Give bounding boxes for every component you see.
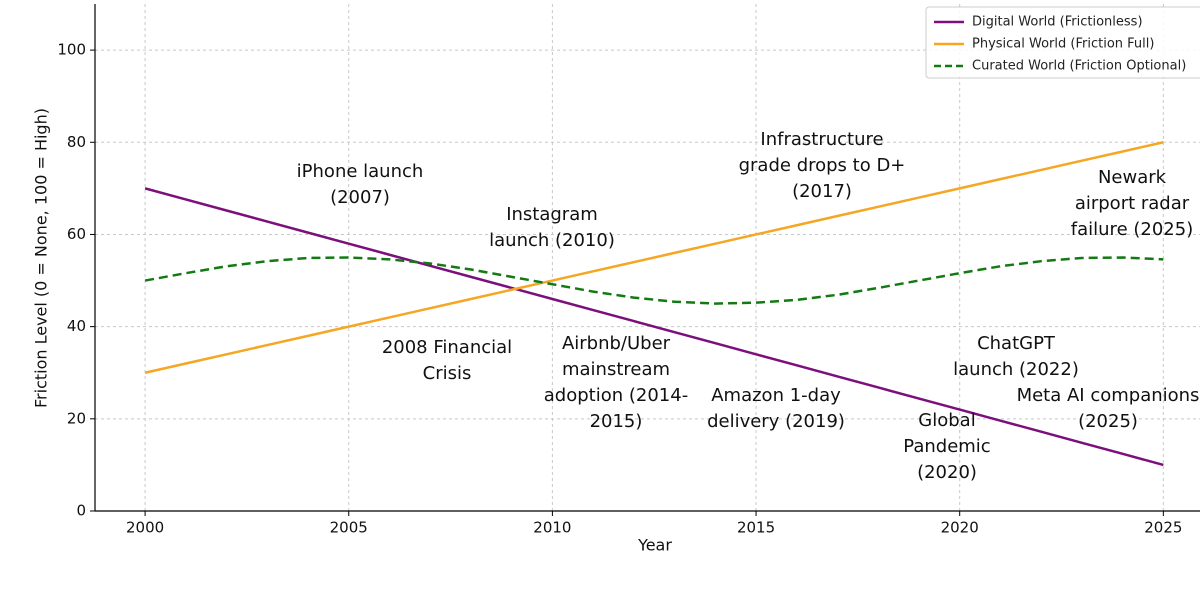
annotation-line: adoption (2014- bbox=[544, 385, 688, 406]
annotation-line: (2017) bbox=[792, 181, 852, 202]
x-tick-label: 2025 bbox=[1144, 519, 1182, 537]
annotation-line: launch (2010) bbox=[489, 230, 615, 251]
legend-box bbox=[925, 6, 1200, 79]
x-axis-label: Year bbox=[637, 536, 672, 555]
annotation-line: Airbnb/Uber bbox=[562, 333, 671, 354]
y-tick-label: 100 bbox=[57, 41, 86, 59]
annotation-line: (2025) bbox=[1078, 411, 1138, 432]
x-tick-label: 2005 bbox=[330, 519, 368, 537]
annotation: Airbnb/Uber mainstream adoption (2014- 2015… bbox=[544, 333, 688, 432]
annotation-line: (2007) bbox=[330, 187, 390, 208]
annotation-line: launch (2022) bbox=[953, 359, 1079, 380]
annotation: Amazon 1-day delivery (2019) bbox=[707, 385, 845, 432]
annotation-line: airport radar bbox=[1075, 193, 1190, 214]
series-line bbox=[144, 187, 1164, 467]
annotation-line: ChatGPT bbox=[977, 333, 1056, 354]
annotation-line: 2015) bbox=[590, 411, 643, 432]
annotation-line: Pandemic bbox=[903, 436, 990, 457]
annotation-line: Meta AI companions bbox=[1017, 385, 1200, 406]
annotation: Instagram launch (2010) bbox=[489, 204, 615, 251]
series-line bbox=[144, 256, 1164, 305]
y-tick-label: 40 bbox=[67, 317, 86, 335]
series-line bbox=[144, 141, 1164, 374]
legend-label: Curated World (Friction Optional) bbox=[972, 59, 1186, 74]
x-tick-label: 2010 bbox=[533, 519, 571, 537]
y-tick-label: 80 bbox=[67, 133, 86, 151]
x-tick-label: 2000 bbox=[126, 519, 164, 537]
annotation-line: Newark bbox=[1098, 167, 1167, 188]
annotation-line: iPhone launch bbox=[297, 161, 424, 182]
annotation-line: Global bbox=[918, 410, 975, 431]
x-tick-label: 2020 bbox=[941, 519, 979, 537]
annotation: ChatGPT launch (2022) bbox=[953, 333, 1079, 380]
y-axis-label: Friction Level (0 = None, 100 = High) bbox=[32, 108, 51, 408]
annotation-line: Crisis bbox=[423, 363, 472, 384]
y-tick-label: 20 bbox=[67, 409, 86, 427]
annotation: Meta AI companions (2025) bbox=[1017, 385, 1200, 432]
annotation-line: mainstream bbox=[562, 359, 670, 380]
x-tick-label: 2015 bbox=[737, 519, 775, 537]
annotation-line: Instagram bbox=[506, 204, 598, 225]
annotation-line: 2008 Financial bbox=[382, 337, 512, 358]
legend-label: Physical World (Friction Full) bbox=[972, 37, 1154, 52]
annotation-line: delivery (2019) bbox=[707, 411, 845, 432]
y-tick-label: 0 bbox=[76, 502, 86, 520]
annotation: Newark airport radar failure (2025) bbox=[1071, 167, 1193, 240]
annotation-line: Infrastructure bbox=[760, 129, 883, 150]
annotation-line: grade drops to D+ bbox=[739, 155, 906, 176]
annotation: 2008 Financial Crisis bbox=[382, 337, 512, 384]
y-tick-label: 60 bbox=[67, 225, 86, 243]
annotation: Infrastructure grade drops to D+ (2017) bbox=[739, 129, 906, 202]
annotation-line: Amazon 1-day bbox=[711, 385, 841, 406]
annotation-line: failure (2025) bbox=[1071, 219, 1193, 240]
annotation: iPhone launch (2007) bbox=[297, 161, 424, 208]
legend-label: Digital World (Frictionless) bbox=[972, 15, 1143, 30]
annotation: Global Pandemic (2020) bbox=[903, 410, 990, 483]
annotation-line: (2020) bbox=[917, 462, 977, 483]
legend: Digital World (Frictionless) Physical Wor… bbox=[925, 6, 1200, 79]
